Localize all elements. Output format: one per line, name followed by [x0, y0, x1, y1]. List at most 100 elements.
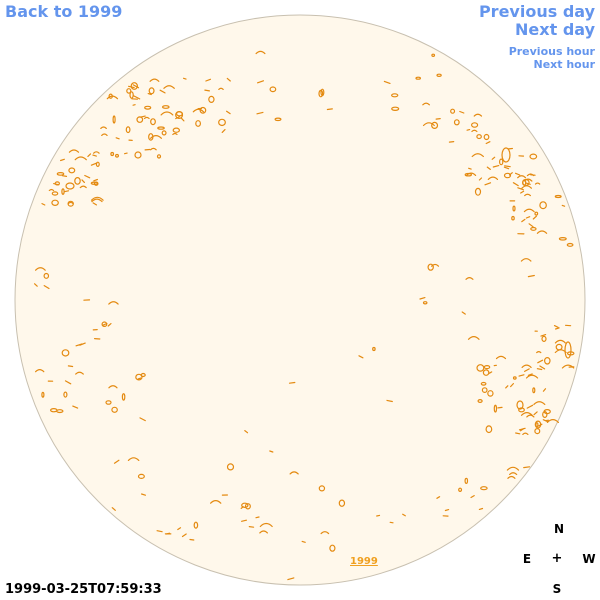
contour-fragment — [93, 178, 98, 182]
contour-fragment — [383, 80, 391, 84]
contour-fragment — [93, 151, 100, 154]
contour-fragment — [536, 368, 543, 371]
contour-fragment — [431, 263, 440, 267]
contour-fragment — [133, 95, 141, 100]
contour-fragment — [555, 327, 560, 330]
contour-fragment — [444, 509, 450, 512]
contour-loop — [564, 341, 572, 359]
contour-fragment — [125, 126, 131, 134]
previous-day-link[interactable]: Previous day — [478, 2, 595, 21]
contour-loop — [65, 182, 75, 190]
next-hour-link[interactable]: Next hour — [533, 58, 596, 71]
next-day-link[interactable]: Next day — [515, 20, 595, 39]
contour-fragment — [492, 165, 500, 168]
year-link[interactable]: 1999 — [350, 556, 378, 567]
back-to-year-link[interactable]: Back to 1999 — [5, 2, 123, 21]
contour-fragment — [542, 411, 548, 419]
contour-fragment — [461, 311, 466, 315]
contour-fragment — [121, 393, 126, 401]
contour-fragment — [204, 89, 210, 92]
contour-fragment — [505, 385, 509, 389]
contour-fragment — [193, 521, 199, 529]
contour-fragment — [422, 122, 435, 127]
contour-fragment — [431, 53, 436, 58]
contour-fragment — [107, 323, 112, 327]
contour-fragment — [137, 377, 142, 380]
contour-fragment — [226, 110, 231, 115]
contour-fragment — [427, 263, 434, 271]
contour-fragment — [329, 544, 336, 552]
contour-fragment — [63, 190, 70, 193]
contour-fragment — [422, 102, 430, 106]
contour-fragment — [478, 177, 483, 181]
contour-fragment — [480, 381, 487, 386]
contour-fragment — [507, 475, 516, 479]
contour-fragment — [487, 390, 494, 397]
contour-fragment — [495, 355, 507, 360]
contour-fragment — [132, 104, 136, 106]
contour-loop — [501, 147, 511, 163]
contour-fragment — [528, 223, 534, 228]
contour-fragment — [92, 154, 97, 157]
previous-hour-link[interactable]: Previous hour — [508, 45, 595, 58]
compass-north-label: N — [553, 522, 565, 536]
contour-fragment — [534, 211, 539, 216]
contour-fragment — [137, 473, 145, 479]
contour-fragment — [141, 493, 146, 496]
contour-fragment — [218, 87, 224, 90]
contour-fragment — [115, 137, 120, 140]
contour-fragment — [448, 141, 455, 143]
contour-fragment — [485, 141, 491, 145]
contour-fragment — [471, 129, 478, 133]
contour-fragment — [181, 533, 187, 538]
contour-fragment — [156, 530, 163, 533]
contour-fragment — [199, 106, 207, 114]
contour-fragment — [522, 432, 529, 435]
contour-fragment — [476, 134, 482, 140]
contour-fragment — [515, 172, 521, 176]
contour-fragment — [320, 531, 330, 535]
contour-fragment — [79, 185, 87, 189]
contour-fragment — [48, 188, 55, 192]
contour-fragment — [130, 82, 138, 90]
contour-fragment — [248, 526, 255, 528]
contour-fragment — [536, 351, 542, 354]
contour-fragment — [128, 85, 135, 89]
contour-fragment — [326, 108, 333, 111]
contour-fragment — [127, 457, 140, 461]
contour-fragment — [129, 91, 134, 99]
contour-fragment — [287, 577, 295, 581]
contour-fragment — [389, 521, 394, 524]
contour-fragment — [139, 417, 146, 422]
contour-fragment — [515, 432, 521, 435]
contour-fragment — [318, 89, 324, 98]
contour-fragment — [172, 132, 178, 136]
contour-fragment — [526, 414, 535, 418]
contour-fragment — [338, 499, 346, 507]
contour-fragment — [318, 485, 326, 492]
contour-fragment — [561, 364, 575, 369]
contour-fragment — [527, 373, 533, 376]
contour-fragment — [100, 126, 107, 129]
contour-fragment — [466, 129, 471, 131]
contour-fragment — [499, 158, 504, 166]
contour-fragment — [205, 78, 211, 82]
contour-fragment — [536, 230, 548, 234]
contour-fragment — [108, 301, 119, 305]
contour-fragment — [402, 513, 406, 517]
contour-fragment — [512, 205, 516, 212]
contour-fragment — [546, 419, 559, 423]
contour-fragment — [517, 175, 527, 179]
contour-fragment — [534, 428, 541, 435]
contour-fragment — [450, 108, 456, 114]
contour-fragment — [497, 406, 503, 409]
contour-fragment — [482, 369, 490, 376]
contour-fragment — [506, 466, 520, 471]
contour-fragment — [532, 387, 536, 394]
contour-fragment — [101, 133, 108, 136]
contour-fragment — [72, 405, 79, 409]
contour-fragment — [554, 339, 566, 344]
contour-fragment — [468, 167, 472, 170]
contour-fragment — [257, 80, 264, 84]
contour-fragment — [51, 199, 59, 206]
